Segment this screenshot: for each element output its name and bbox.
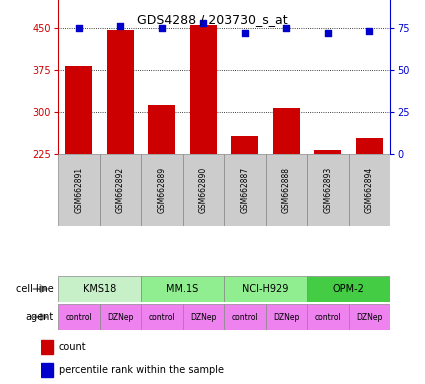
Text: DZNep: DZNep [356,313,382,321]
Point [324,30,331,36]
Point [283,25,290,31]
Text: agent: agent [26,312,54,322]
Bar [58,276,141,302]
Bar [314,150,341,154]
Point [366,28,373,35]
Bar [41,363,54,377]
Bar [190,25,217,154]
Point [75,25,82,31]
Text: GSM662889: GSM662889 [157,167,166,213]
Bar [141,276,224,302]
Bar [58,304,99,330]
Text: GSM662890: GSM662890 [199,167,208,213]
Bar [107,30,134,154]
Text: OPM-2: OPM-2 [332,284,364,294]
Text: percentile rank within the sample: percentile rank within the sample [59,365,224,375]
Bar [348,304,390,330]
Text: control: control [65,313,92,321]
Point [241,30,248,36]
Bar [99,304,141,330]
Text: control: control [148,313,175,321]
Bar [307,304,348,330]
Bar [231,136,258,154]
Text: DZNep: DZNep [273,313,300,321]
Point [159,25,165,31]
Bar [65,66,92,154]
Bar [41,340,54,354]
Bar [141,304,182,330]
Text: GSM662893: GSM662893 [323,167,332,213]
Text: cell line: cell line [16,284,54,294]
Bar [266,304,307,330]
Bar [148,105,175,154]
Bar [224,304,266,330]
Bar [182,304,224,330]
Text: control: control [231,313,258,321]
Bar [182,154,224,226]
Text: control: control [314,313,341,321]
Text: count: count [59,342,86,352]
Bar [348,154,390,226]
Text: GSM662891: GSM662891 [74,167,83,213]
Text: DZNep: DZNep [107,313,133,321]
Text: GSM662894: GSM662894 [365,167,374,213]
Bar [307,154,348,226]
Point [117,23,124,30]
Bar [99,154,141,226]
Bar [224,276,307,302]
Point [200,20,207,26]
Bar [224,154,266,226]
Bar [307,276,390,302]
Text: NCI-H929: NCI-H929 [242,284,289,294]
Bar [356,138,383,154]
Bar [58,154,99,226]
Text: MM.1S: MM.1S [166,284,198,294]
Bar [273,108,300,154]
Text: KMS18: KMS18 [83,284,116,294]
Text: GSM662892: GSM662892 [116,167,125,213]
Text: GDS4288 / 203730_s_at: GDS4288 / 203730_s_at [137,13,288,26]
Text: GSM662887: GSM662887 [240,167,249,213]
Text: GSM662888: GSM662888 [282,167,291,213]
Text: DZNep: DZNep [190,313,216,321]
Bar [266,154,307,226]
Bar [141,154,182,226]
